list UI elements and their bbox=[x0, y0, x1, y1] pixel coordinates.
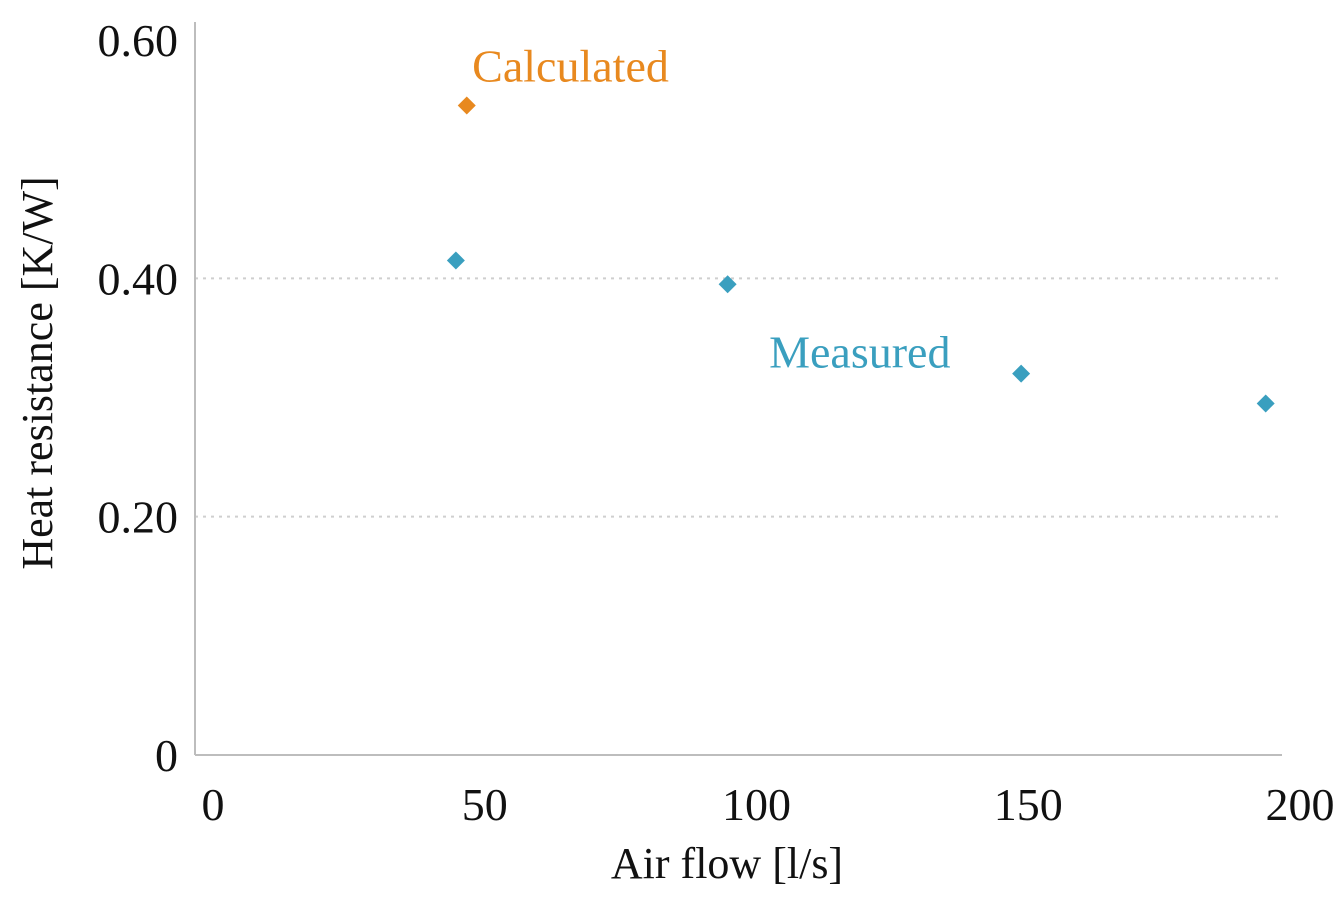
gridlines bbox=[195, 277, 1282, 518]
x-tick-label: 50 bbox=[462, 779, 508, 830]
x-tick-label: 100 bbox=[722, 779, 791, 830]
measured-point-2 bbox=[1012, 364, 1031, 383]
y-tick-label: 0.60 bbox=[98, 15, 179, 66]
y-axis-label: Heat resistance [K/W] bbox=[13, 176, 62, 569]
x-tick-label: 200 bbox=[1266, 779, 1335, 830]
x-tick-labels: 0 50 100 150 200 bbox=[202, 779, 1335, 830]
measured-point-1 bbox=[718, 275, 737, 294]
data-points bbox=[446, 96, 1275, 413]
y-tick-label: 0 bbox=[155, 730, 178, 781]
calculated-point-0 bbox=[457, 96, 476, 115]
calculated-annotation: Calculated bbox=[472, 41, 669, 92]
measured-point-3 bbox=[1256, 394, 1275, 413]
annotations: Calculated Measured bbox=[472, 41, 950, 378]
measured-annotation: Measured bbox=[769, 327, 950, 378]
x-axis-label: Air flow [l/s] bbox=[611, 839, 843, 888]
x-tick-label: 0 bbox=[202, 779, 225, 830]
y-tick-label: 0.40 bbox=[98, 253, 179, 304]
measured-point-0 bbox=[446, 251, 465, 270]
y-tick-label: 0.20 bbox=[98, 492, 179, 543]
x-tick-label: 150 bbox=[994, 779, 1063, 830]
y-tick-labels: 0 0.20 0.40 0.60 bbox=[98, 15, 179, 781]
